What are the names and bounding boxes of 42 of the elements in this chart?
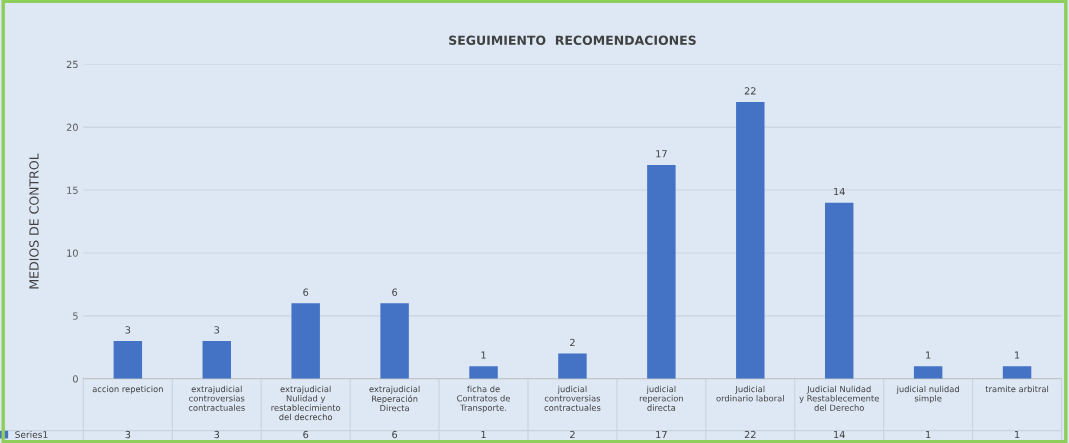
- annotation: 1: [481, 351, 486, 359]
- data-label: 2: [570, 430, 575, 439]
- data-label: 1: [481, 430, 486, 439]
- annotation: 3: [125, 326, 131, 334]
- data-label: 3: [125, 430, 131, 439]
- x-tick-label: extrajudicial controversias contractuales: [188, 385, 245, 411]
- data-label: 6: [392, 430, 398, 439]
- data-label: 14: [834, 430, 845, 439]
- x-tick-label: ficha de Contratos de Transporte.: [457, 385, 510, 413]
- x-tick-label: extrajudicial Nulidad y restablecimiento del decrecho: [271, 385, 341, 421]
- y-tick-label: 25: [66, 60, 78, 69]
- data-label: 22: [744, 430, 756, 439]
- annotation: 17: [656, 150, 667, 158]
- annotation: 6: [392, 288, 398, 296]
- annotation: 1: [1015, 351, 1020, 359]
- x-tick-label: accion repeticion: [92, 385, 163, 394]
- annotation: 3: [214, 326, 220, 334]
- y-tick-label: 5: [73, 312, 78, 320]
- data-label: 6: [303, 430, 309, 439]
- annotation: 2: [570, 338, 575, 347]
- x-tick-label: extrajudicial Reperación Directa: [369, 385, 420, 412]
- y-tick-label: 20: [66, 123, 78, 131]
- x-tick-label: tramite arbitral: [985, 385, 1049, 393]
- data-label: 1: [1015, 430, 1020, 439]
- data-label: 3: [214, 430, 220, 439]
- legend-label: Series1: [15, 431, 48, 438]
- x-tick-label: judicial reperacion directa: [639, 385, 683, 411]
- annotation: 1: [926, 351, 931, 359]
- chart-title: SEGUIMIENTO RECOMENDACIONES: [449, 35, 696, 45]
- y-tick-label: 15: [67, 186, 78, 194]
- y-tick-label: 10: [67, 249, 78, 257]
- y-axis-title: MEDIOS DE CONTROL: [29, 153, 39, 289]
- data-label: 17: [656, 430, 667, 439]
- data-label: 1: [926, 430, 931, 439]
- y-tick-label: 0: [72, 375, 78, 383]
- annotation: 6: [303, 288, 309, 296]
- x-tick-label: judicial nulidad simple: [896, 385, 959, 404]
- x-tick-label: judicial controversias contractuales: [544, 385, 601, 411]
- annotation: 14: [834, 187, 845, 196]
- x-tick-label: Judicial ordinario laboral: [716, 385, 784, 402]
- x-tick-label: Judicial Nulidad y Restablecemente del Derecho: [799, 385, 879, 411]
- annotation: 22: [744, 87, 756, 95]
